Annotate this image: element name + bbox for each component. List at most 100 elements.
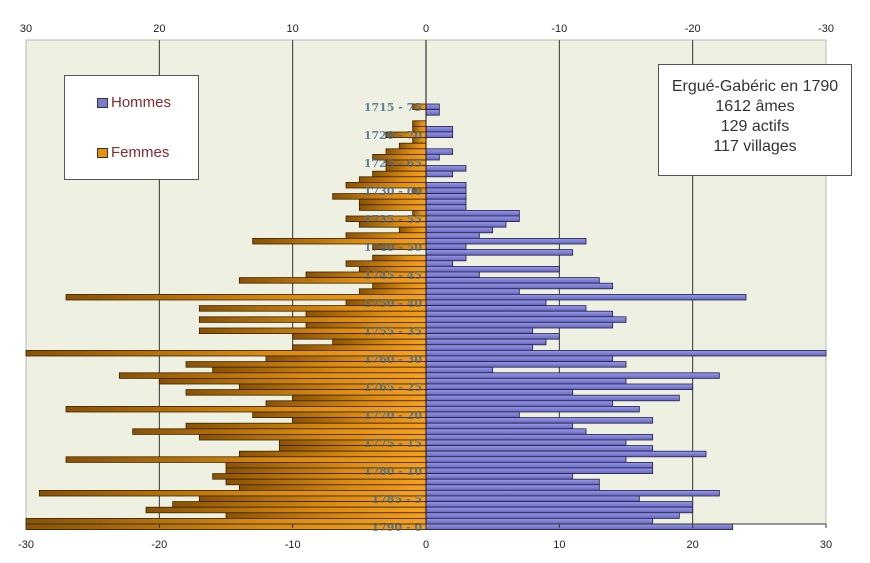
bar-hommes xyxy=(425,473,574,480)
bar-femmes xyxy=(345,232,427,239)
bar-hommes xyxy=(425,193,467,200)
bar-hommes xyxy=(425,153,440,161)
legend-item-femmes: Femmes xyxy=(97,144,169,161)
age-label: 1750 - 40 xyxy=(364,297,422,310)
bar-femmes xyxy=(212,366,427,374)
bar-hommes xyxy=(425,417,654,424)
bar-hommes xyxy=(425,271,480,278)
bar-hommes xyxy=(425,400,614,407)
bar-hommes xyxy=(425,204,467,211)
bar-hommes xyxy=(425,506,694,514)
bar-femmes xyxy=(132,428,427,435)
bar-femmes xyxy=(398,226,427,234)
bar-femmes xyxy=(385,148,427,155)
age-label: 1735 - 55 xyxy=(364,213,422,226)
bar-femmes xyxy=(145,506,427,514)
bar-hommes xyxy=(425,316,627,323)
bar-hommes xyxy=(425,181,467,189)
age-label: 1760 - 30 xyxy=(364,353,422,366)
age-label: 1775 - 15 xyxy=(364,437,422,450)
bar-hommes xyxy=(425,366,494,374)
info-villages: 117 villages xyxy=(713,138,797,155)
bar-hommes xyxy=(425,428,587,435)
bar-femmes xyxy=(358,176,427,183)
info-title: Ergué-Gabéric en 1790 xyxy=(671,78,839,95)
bar-femmes xyxy=(372,170,427,178)
bar-hommes xyxy=(425,333,560,340)
bar-hommes xyxy=(425,523,734,530)
age-label: 1720 - 70 xyxy=(364,129,422,142)
bar-hommes xyxy=(425,372,720,379)
bar-hommes xyxy=(425,305,587,312)
bar-femmes xyxy=(25,518,427,525)
bar-hommes xyxy=(425,265,560,273)
tick-label-top: 20 xyxy=(153,23,165,35)
info-population: 1612 âmes xyxy=(715,98,795,115)
bar-hommes xyxy=(425,310,614,318)
bar-hommes xyxy=(425,148,454,155)
femmes-swatch-icon xyxy=(97,147,108,158)
bar-femmes xyxy=(225,512,427,519)
legend-item-hommes: Hommes xyxy=(97,94,171,111)
bar-hommes xyxy=(425,489,720,497)
bar-hommes xyxy=(425,282,614,290)
bar-femmes xyxy=(225,478,427,486)
tick-label-top: 0 xyxy=(423,23,429,35)
bar-hommes xyxy=(425,131,454,138)
bar-hommes xyxy=(425,187,467,194)
tick-label-bottom: -20 xyxy=(151,539,167,551)
tick-label-top: 30 xyxy=(20,23,32,35)
tick-label-top: -20 xyxy=(685,23,701,35)
age-label: 1730 - 60 xyxy=(364,185,422,198)
age-label: 1790 - 0 xyxy=(372,521,423,534)
bar-femmes xyxy=(305,310,427,318)
bar-femmes xyxy=(265,400,427,407)
bar-hommes xyxy=(425,338,547,346)
bar-hommes xyxy=(425,383,694,390)
bar-femmes xyxy=(38,489,427,497)
bar-hommes xyxy=(425,512,680,519)
tick-label-bottom: 30 xyxy=(820,539,832,551)
bar-hommes xyxy=(425,221,507,228)
bar-hommes xyxy=(425,467,654,474)
bar-hommes xyxy=(425,377,627,385)
bars xyxy=(25,40,827,530)
bar-hommes xyxy=(425,226,494,234)
bar-hommes xyxy=(425,170,454,178)
tick-label-top: -10 xyxy=(551,23,567,35)
bar-hommes xyxy=(425,321,614,329)
bar-hommes xyxy=(425,198,467,206)
tick-label-bottom: -10 xyxy=(285,539,301,551)
bar-femmes xyxy=(292,394,427,402)
bar-femmes xyxy=(65,456,427,463)
bar-hommes xyxy=(425,126,454,133)
bar-hommes xyxy=(425,456,627,463)
bar-hommes xyxy=(425,288,520,295)
bar-hommes xyxy=(425,478,600,486)
bar-femmes xyxy=(25,523,427,530)
bar-femmes xyxy=(238,450,427,458)
bar-hommes xyxy=(425,243,467,250)
bar-femmes xyxy=(358,288,427,295)
info-box: Ergué-Gabéric en 1790 1612 âmes 129 acti… xyxy=(658,64,852,176)
legend-label-femmes: Femmes xyxy=(111,144,170,161)
bar-femmes xyxy=(372,254,427,262)
bar-hommes xyxy=(425,445,654,452)
age-label: 1785 - 5 xyxy=(372,493,423,506)
bar-hommes xyxy=(425,327,534,334)
tick-label-bottom: -30 xyxy=(18,539,34,551)
age-label: 1780 - 10 xyxy=(364,465,422,478)
bar-hommes xyxy=(425,165,467,172)
bar-hommes xyxy=(425,254,467,262)
legend-label-hommes: Hommes xyxy=(111,94,172,111)
bar-hommes xyxy=(425,249,574,256)
bar-hommes xyxy=(425,215,520,222)
bar-femmes xyxy=(412,120,427,127)
bar-hommes xyxy=(425,461,654,469)
legend: Hommes Femmes xyxy=(64,75,199,180)
bar-hommes xyxy=(425,450,707,458)
bar-hommes xyxy=(425,439,627,446)
bar-hommes xyxy=(425,109,440,116)
bar-hommes xyxy=(425,299,547,306)
info-actifs: 129 actifs xyxy=(720,118,790,135)
